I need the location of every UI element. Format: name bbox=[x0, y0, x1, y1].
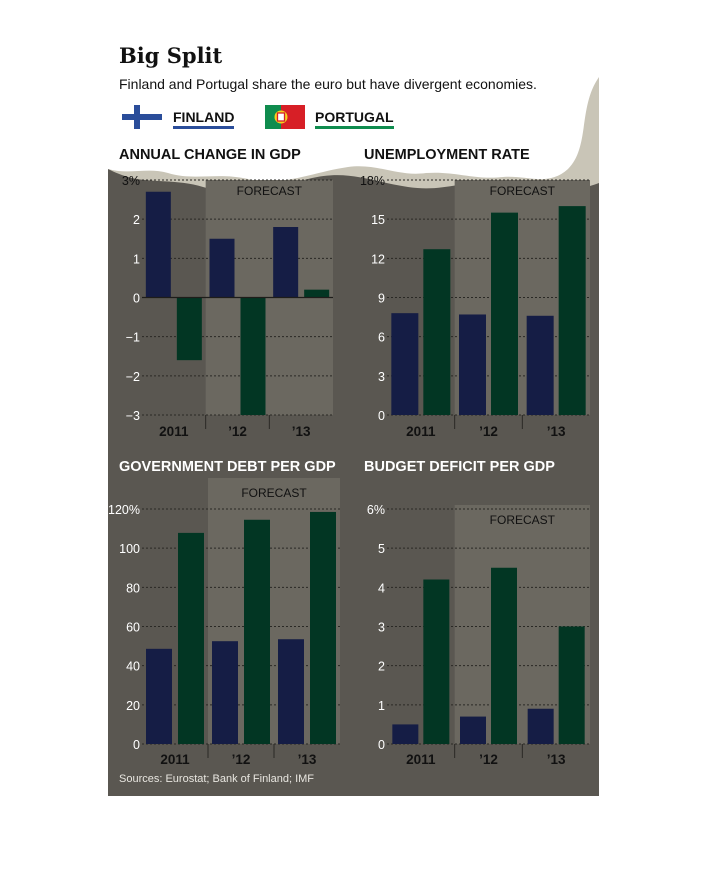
bar-finland-1 bbox=[209, 238, 235, 298]
y-tick-label: 6 bbox=[378, 331, 385, 345]
bar-finland-2 bbox=[527, 708, 554, 744]
y-tick-label: 6% bbox=[367, 503, 385, 517]
bar-finland-1 bbox=[459, 314, 486, 415]
category-label: ’13 bbox=[298, 752, 317, 767]
bar-finland-1 bbox=[460, 716, 486, 744]
category-label: ’12 bbox=[479, 424, 498, 439]
bar-finland-2 bbox=[273, 227, 299, 298]
y-tick-label: 120% bbox=[108, 503, 140, 517]
bar-portugal-2 bbox=[558, 626, 585, 744]
panel-title-gdp: ANNUAL CHANGE IN GDP bbox=[119, 147, 301, 163]
y-tick-label: −1 bbox=[126, 331, 140, 345]
charts-layer: 3%210−1−2−32011’12’13FORECAST18%15129630… bbox=[108, 174, 590, 767]
y-tick-label: 9 bbox=[378, 292, 385, 306]
y-tick-label: 4 bbox=[378, 581, 385, 595]
bar-portugal-2 bbox=[304, 289, 330, 298]
bar-portugal-0 bbox=[178, 532, 204, 744]
forecast-label: FORECAST bbox=[490, 184, 556, 198]
legend-portugal: PORTUGAL bbox=[265, 103, 405, 133]
forecast-label: FORECAST bbox=[490, 513, 556, 527]
page-title: Big Split bbox=[119, 43, 223, 68]
y-tick-label: 0 bbox=[133, 292, 140, 306]
legend-label-portugal: PORTUGAL bbox=[315, 109, 394, 129]
y-tick-label: 1 bbox=[133, 252, 140, 266]
infographic-card: Big Split Finland and Portugal share the… bbox=[108, 37, 599, 796]
y-tick-label: 5 bbox=[378, 542, 385, 556]
chart-gdp: 3% 2 1 0 −1 −2 −3 2011 ’12 ’13 FORECAST bbox=[122, 174, 333, 439]
y-tick-label: 12 bbox=[371, 252, 385, 266]
bar-finland-2 bbox=[278, 639, 304, 744]
source-note: Sources: Eurostat; Bank of Finland; IMF bbox=[119, 773, 315, 785]
category-label: ’13 bbox=[547, 752, 566, 767]
bar-portugal-1 bbox=[244, 519, 270, 744]
forecast-label: FORECAST bbox=[237, 184, 303, 198]
category-label: 2011 bbox=[159, 424, 189, 439]
bar-portugal-0 bbox=[423, 579, 450, 744]
bar-portugal-1 bbox=[491, 212, 518, 415]
bar-portugal-2 bbox=[310, 511, 336, 744]
category-label: ’13 bbox=[292, 424, 311, 439]
legend-label-finland: FINLAND bbox=[173, 109, 235, 129]
portugal-flag-icon bbox=[265, 105, 305, 129]
y-tick-label: 2 bbox=[133, 213, 140, 227]
y-tick-label: 15 bbox=[371, 213, 385, 227]
panel-title-unemployment: UNEMPLOYMENT RATE bbox=[364, 147, 530, 163]
bar-portugal-1 bbox=[240, 297, 266, 415]
y-tick-label: 60 bbox=[126, 621, 140, 635]
panel-title-debt: GOVERNMENT DEBT PER GDP bbox=[119, 459, 336, 475]
bar-portugal-0 bbox=[423, 249, 451, 415]
y-tick-label: 3 bbox=[378, 370, 385, 384]
forecast-label: FORECAST bbox=[241, 486, 307, 500]
bar-finland-0 bbox=[391, 313, 419, 415]
y-tick-label: 1 bbox=[378, 699, 385, 713]
category-label: 2011 bbox=[406, 752, 436, 767]
category-label: 2011 bbox=[406, 424, 436, 439]
y-tick-label: 40 bbox=[126, 660, 140, 674]
y-tick-label: 3% bbox=[122, 174, 140, 188]
bar-portugal-1 bbox=[491, 567, 517, 744]
bar-portugal-2 bbox=[558, 206, 586, 415]
bar-finland-2 bbox=[526, 315, 554, 415]
y-tick-label: −2 bbox=[126, 370, 140, 384]
y-tick-label: 20 bbox=[126, 699, 140, 713]
bar-finland-1 bbox=[212, 641, 238, 744]
category-label: ’12 bbox=[232, 752, 251, 767]
y-tick-label: 80 bbox=[126, 581, 140, 595]
y-tick-label: 0 bbox=[133, 738, 140, 752]
y-tick-label: 2 bbox=[378, 660, 385, 674]
y-tick-label: 3 bbox=[378, 621, 385, 635]
y-tick-label: −3 bbox=[126, 409, 140, 423]
y-tick-label: 0 bbox=[378, 738, 385, 752]
category-label: ’12 bbox=[228, 424, 247, 439]
bar-portugal-0 bbox=[176, 297, 202, 361]
chart-deficit: 6% 5 4 3 2 1 0 2011 ’12 ’13 FORECAST bbox=[367, 503, 590, 767]
legend-finland: FINLAND bbox=[122, 103, 252, 133]
category-label: 2011 bbox=[160, 752, 190, 767]
header-wave-background bbox=[108, 37, 599, 192]
bar-finland-0 bbox=[145, 191, 171, 298]
finland-flag-icon bbox=[122, 105, 162, 129]
chart-debt: 120% 100 80 60 40 20 0 2011 ’12 ’13 FORECAST bbox=[108, 478, 340, 767]
page-subtitle: Finland and Portugal share the euro but … bbox=[119, 76, 537, 92]
panel-title-deficit: BUDGET DEFICIT PER GDP bbox=[364, 459, 555, 475]
y-tick-label: 18% bbox=[360, 174, 385, 188]
y-tick-label: 0 bbox=[378, 409, 385, 423]
y-tick-label: 100 bbox=[119, 542, 140, 556]
bar-finland-0 bbox=[392, 724, 419, 744]
chart-unemployment: 18% 15 12 9 6 3 0 2011 ’12 ’13 FORECAST bbox=[360, 174, 590, 439]
bar-finland-0 bbox=[146, 648, 172, 744]
category-label: ’13 bbox=[547, 424, 566, 439]
category-label: ’12 bbox=[479, 752, 498, 767]
